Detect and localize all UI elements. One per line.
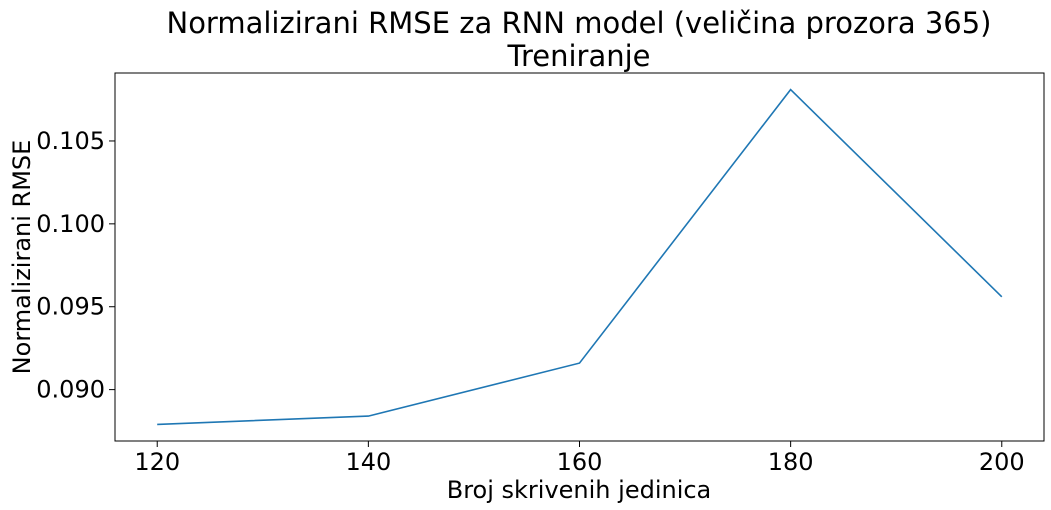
y-tick-label: 0.090 bbox=[36, 376, 105, 404]
x-tick-label: 160 bbox=[557, 448, 603, 476]
x-axis-label: Broj skrivenih jedinica bbox=[447, 476, 712, 504]
x-tick-label: 180 bbox=[768, 448, 814, 476]
series-line bbox=[157, 88, 1003, 426]
x-tick-label: 120 bbox=[134, 448, 180, 476]
x-tick-label: 140 bbox=[345, 448, 391, 476]
y-tick-label: 0.100 bbox=[36, 210, 105, 238]
x-tick-label: 200 bbox=[979, 448, 1025, 476]
y-axis: 0.090 0.095 0.100 0.105 bbox=[36, 127, 115, 404]
plot-area bbox=[114, 72, 1045, 442]
chart-title: Normalizirani RMSE za RNN model (veličin… bbox=[167, 6, 992, 40]
chart-subtitle: Treniranje bbox=[507, 39, 651, 73]
y-axis-label: Normalizirani RMSE bbox=[8, 140, 36, 375]
x-axis: 120 140 160 180 200 bbox=[134, 441, 1025, 476]
y-tick-label: 0.105 bbox=[36, 127, 105, 155]
plot-frame bbox=[114, 72, 1045, 442]
series-layer bbox=[157, 88, 1003, 426]
y-tick-label: 0.095 bbox=[36, 293, 105, 321]
